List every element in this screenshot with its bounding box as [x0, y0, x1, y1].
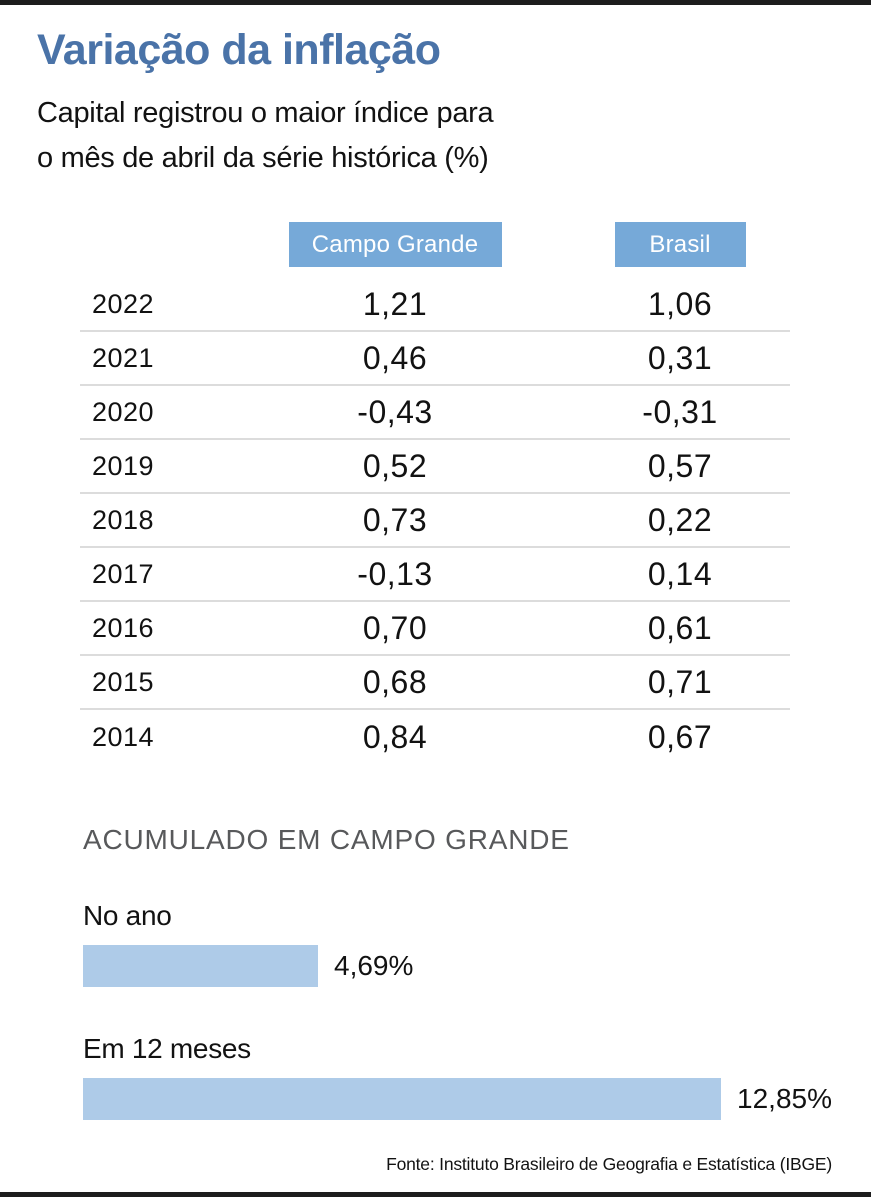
- no-ano-value: 4,69%: [334, 950, 414, 982]
- campo-grande-value: 0,73: [362, 501, 428, 538]
- em-12-meses-bar: [83, 1078, 722, 1121]
- brasil-value: 0,67: [647, 718, 713, 755]
- accumulated-bars: No ano 4,69% Em 12 meses 12,85%: [83, 900, 832, 1121]
- subtitle-line-2: o mês de abril da série histórica (%): [37, 141, 489, 174]
- brasil-value: 0,57: [647, 447, 713, 484]
- column-header-brasil: Brasil: [614, 222, 746, 268]
- campo-grande-value: 0,70: [362, 609, 428, 646]
- brasil-value: 1,06: [647, 285, 713, 322]
- table-row: 2016 0,70 0,61: [80, 602, 790, 657]
- campo-grande-value: 1,21: [362, 285, 428, 322]
- table-body: 2022 1,21 1,06 2021 0,46 0,31 2020 -0,43…: [80, 278, 790, 764]
- table-row: 2021 0,46 0,31: [80, 332, 790, 387]
- accumulated-heading: ACUMULADO EM CAMPO GRANDE: [83, 824, 570, 856]
- em-12-meses-value: 12,85%: [737, 1083, 832, 1115]
- top-frame-bar: [0, 0, 871, 5]
- table-row: 2020 -0,43 -0,31: [80, 386, 790, 441]
- page-subtitle: Capital registrou o maior índice para o …: [37, 91, 832, 181]
- bar-row-em-12-meses: 12,85%: [83, 1078, 832, 1121]
- table-row: 2017 -0,13 0,14: [80, 548, 790, 603]
- bar-label-em-12-meses: Em 12 meses: [83, 1033, 251, 1065]
- table-header-row: Campo Grande Brasil: [80, 222, 790, 268]
- campo-grande-value: 0,68: [362, 663, 428, 700]
- year-label: 2014: [92, 721, 155, 752]
- table-row: 2022 1,21 1,06: [80, 278, 790, 333]
- brasil-value: 0,31: [647, 339, 713, 376]
- table-row: 2014 0,84 0,67: [80, 710, 790, 764]
- year-label: 2015: [92, 666, 155, 697]
- brasil-value: 0,14: [647, 555, 713, 592]
- column-header-campo-grande: Campo Grande: [288, 222, 502, 268]
- page-title: Variação da inflação: [37, 26, 441, 74]
- year-label: 2017: [92, 558, 155, 589]
- year-label: 2018: [92, 504, 155, 535]
- year-label: 2019: [92, 450, 155, 481]
- year-label: 2016: [92, 612, 155, 643]
- year-label: 2022: [92, 288, 155, 319]
- subtitle-line-1: Capital registrou o maior índice para: [37, 96, 494, 129]
- campo-grande-value: 0,46: [362, 339, 428, 376]
- bar-row-no-ano: 4,69%: [83, 945, 832, 988]
- brasil-value: -0,31: [642, 393, 718, 430]
- brasil-value: 0,71: [647, 663, 713, 700]
- campo-grande-value: 0,84: [362, 718, 428, 755]
- year-label: 2020: [92, 396, 155, 427]
- inflation-table: Campo Grande Brasil 2022 1,21 1,06 2021 …: [80, 222, 790, 764]
- campo-grande-value: 0,52: [362, 447, 428, 484]
- brasil-value: 0,22: [647, 501, 713, 538]
- bottom-frame-bar: [0, 1192, 871, 1197]
- campo-grande-value: -0,43: [357, 393, 433, 430]
- brasil-value: 0,61: [647, 609, 713, 646]
- no-ano-bar: [83, 945, 318, 988]
- table-row: 2018 0,73 0,22: [80, 494, 790, 549]
- bar-label-no-ano: No ano: [83, 900, 172, 932]
- campo-grande-value: -0,13: [357, 555, 433, 592]
- table-row: 2019 0,52 0,57: [80, 440, 790, 495]
- year-label: 2021: [92, 342, 155, 373]
- table-row: 2015 0,68 0,71: [80, 656, 790, 711]
- source-credit: Fonte: Instituto Brasileiro de Geografia…: [386, 1154, 832, 1175]
